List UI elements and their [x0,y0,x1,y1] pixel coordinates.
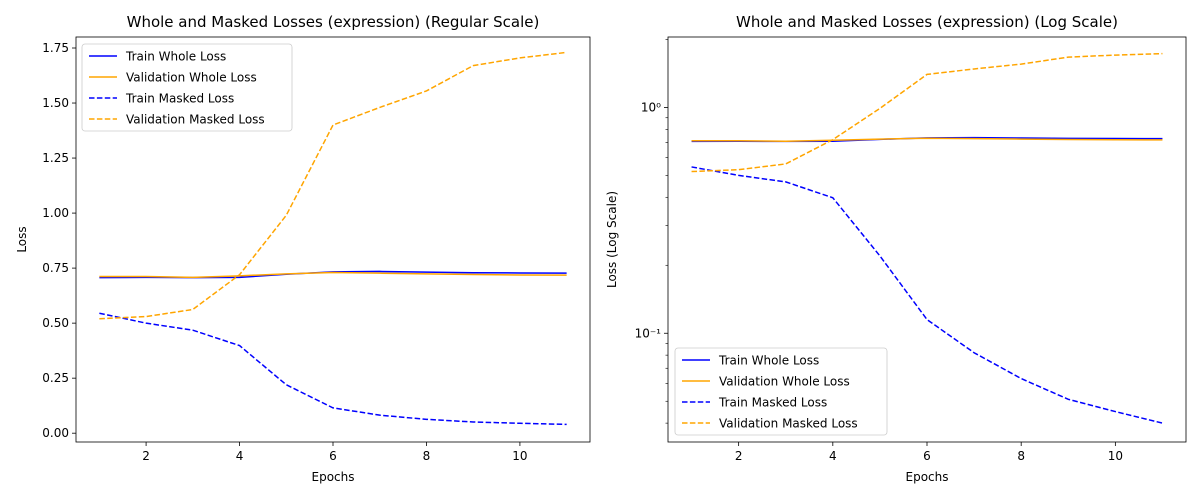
series-line-train-masked-loss [691,166,1163,424]
series-group [99,51,567,426]
series-line-validation-whole-loss [99,271,567,279]
x-tick-label: 6 [329,449,337,463]
x-tick-label: 6 [923,449,931,463]
legend-label: Train Whole Loss [125,50,226,64]
legend-label: Train Whole Loss [718,354,819,368]
series-line-validation-whole-loss [691,137,1163,143]
chart-title: Whole and Masked Losses (expression) (Lo… [736,13,1118,31]
y-tick-label: 10⁻¹ [635,326,662,340]
legend-label: Validation Masked Loss [719,417,858,431]
x-tick-label: 2 [735,449,743,463]
legend-label: Validation Whole Loss [126,71,257,85]
x-tick-label: 8 [1017,449,1025,463]
chart-title: Whole and Masked Losses (expression) (Re… [127,13,540,31]
x-tick-label: 2 [142,449,150,463]
y-tick-label: 10⁰ [641,100,661,114]
legend: Train Whole Loss Validation Whole Loss Tra… [81,43,293,132]
x-tick-label: 4 [829,449,837,463]
series-line-train-masked-loss [99,312,567,426]
x-tick-label: 4 [236,449,244,463]
x-tick-label: 8 [423,449,431,463]
legend: Train Whole Loss Validation Whole Loss Tra… [674,347,888,436]
series-line-validation-masked-loss [691,52,1163,173]
legend-label: Train Masked Loss [718,396,827,410]
y-tick-label: 0.25 [42,371,69,385]
x-axis-label: Epochs [312,470,355,484]
y-tick-label: 1.25 [42,151,69,165]
legend-label: Validation Masked Loss [126,113,265,127]
legend-box [81,43,293,132]
y-tick-label: 0.00 [42,426,69,440]
regular-scale-chart: Whole and Masked Losses (expression) (Re… [15,13,591,484]
y-tick-label: 1.75 [42,41,69,55]
y-tick-label: 0.50 [42,316,69,330]
legend-label: Train Masked Loss [125,92,234,106]
series-line-validation-masked-loss [99,51,567,320]
y-tick-label: 1.50 [42,96,69,110]
log-scale-chart: Whole and Masked Losses (expression) (Lo… [605,13,1187,484]
legend-box [674,347,888,436]
series-group [691,52,1163,424]
legend-label: Validation Whole Loss [719,375,850,389]
x-tick-label: 10 [512,449,527,463]
y-axis-label: Loss (Log Scale) [605,191,619,288]
x-tick-label: 10 [1108,449,1123,463]
y-tick-label: 1.00 [42,206,69,220]
y-tick-label: 0.75 [42,261,69,275]
x-axis-label: Epochs [906,470,949,484]
y-axis-label: Loss [15,226,29,252]
